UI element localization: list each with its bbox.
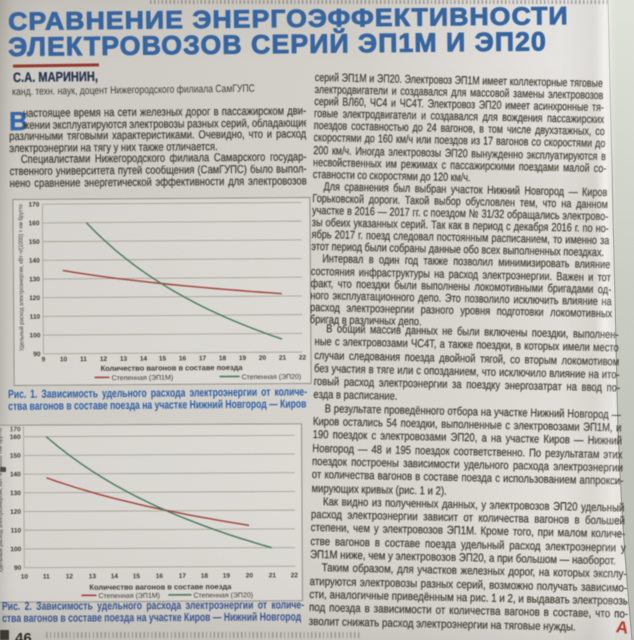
svg-text:13: 13 <box>120 356 128 363</box>
svg-text:Количество вагонов в составе п: Количество вагонов в составе поезда <box>101 363 244 373</box>
svg-text:Степенная (ЭП20): Степенная (ЭП20) <box>242 374 302 381</box>
svg-text:150: 150 <box>10 453 21 460</box>
svg-text:170: 170 <box>29 201 40 208</box>
svg-text:90: 90 <box>14 565 22 572</box>
svg-text:150: 150 <box>29 239 40 246</box>
svg-text:Степенная (ЭП1М): Степенная (ЭП1М) <box>112 375 174 382</box>
svg-text:13: 13 <box>89 573 97 580</box>
svg-text:21: 21 <box>279 355 287 362</box>
svg-text:14: 14 <box>111 573 119 580</box>
svg-text:12: 12 <box>66 573 74 580</box>
svg-text:130: 130 <box>29 276 40 283</box>
svg-text:19: 19 <box>223 573 231 580</box>
svg-text:11: 11 <box>43 574 50 581</box>
svg-text:21: 21 <box>269 572 277 579</box>
svg-text:18: 18 <box>201 573 209 580</box>
svg-text:17: 17 <box>179 573 187 580</box>
svg-text:Удельный расход электроэнергии: Удельный расход электроэнергии, кВт·ч/(1… <box>17 203 25 351</box>
svg-text:100: 100 <box>29 332 40 339</box>
svg-text:16: 16 <box>179 355 187 362</box>
svg-text:110: 110 <box>30 314 41 321</box>
svg-text:100: 100 <box>10 546 21 553</box>
svg-text:140: 140 <box>10 471 21 478</box>
svg-text:160: 160 <box>10 434 21 441</box>
svg-text:Степенная (ЭП20): Степенная (ЭП20) <box>193 592 253 599</box>
svg-text:10: 10 <box>21 574 29 581</box>
svg-text:15: 15 <box>133 573 141 580</box>
svg-text:Степенная (ЭП1М): Степенная (ЭП1М) <box>98 593 160 600</box>
svg-text:10: 10 <box>60 356 68 363</box>
svg-text:19: 19 <box>239 355 247 362</box>
svg-text:12: 12 <box>100 356 108 363</box>
svg-text:120: 120 <box>29 295 40 302</box>
svg-text:110: 110 <box>11 527 22 534</box>
svg-text:17: 17 <box>199 355 207 362</box>
svg-text:9: 9 <box>42 356 46 363</box>
svg-text:20: 20 <box>246 572 254 579</box>
svg-text:22: 22 <box>299 354 307 361</box>
svg-text:11: 11 <box>80 356 87 363</box>
svg-text:14: 14 <box>140 356 148 363</box>
svg-text:120: 120 <box>10 509 21 516</box>
svg-text:140: 140 <box>29 258 40 265</box>
svg-text:170: 170 <box>10 426 21 433</box>
svg-text:18: 18 <box>219 355 227 362</box>
svg-text:Количество вагонов в составе п: Количество вагонов в составе поезда <box>89 582 232 592</box>
svg-text:90: 90 <box>33 351 41 358</box>
svg-text:15: 15 <box>159 355 167 362</box>
svg-text:130: 130 <box>10 490 21 497</box>
svg-text:20: 20 <box>259 355 267 362</box>
svg-text:16: 16 <box>156 573 164 580</box>
svg-text:160: 160 <box>29 220 40 227</box>
svg-text:22: 22 <box>291 572 299 579</box>
